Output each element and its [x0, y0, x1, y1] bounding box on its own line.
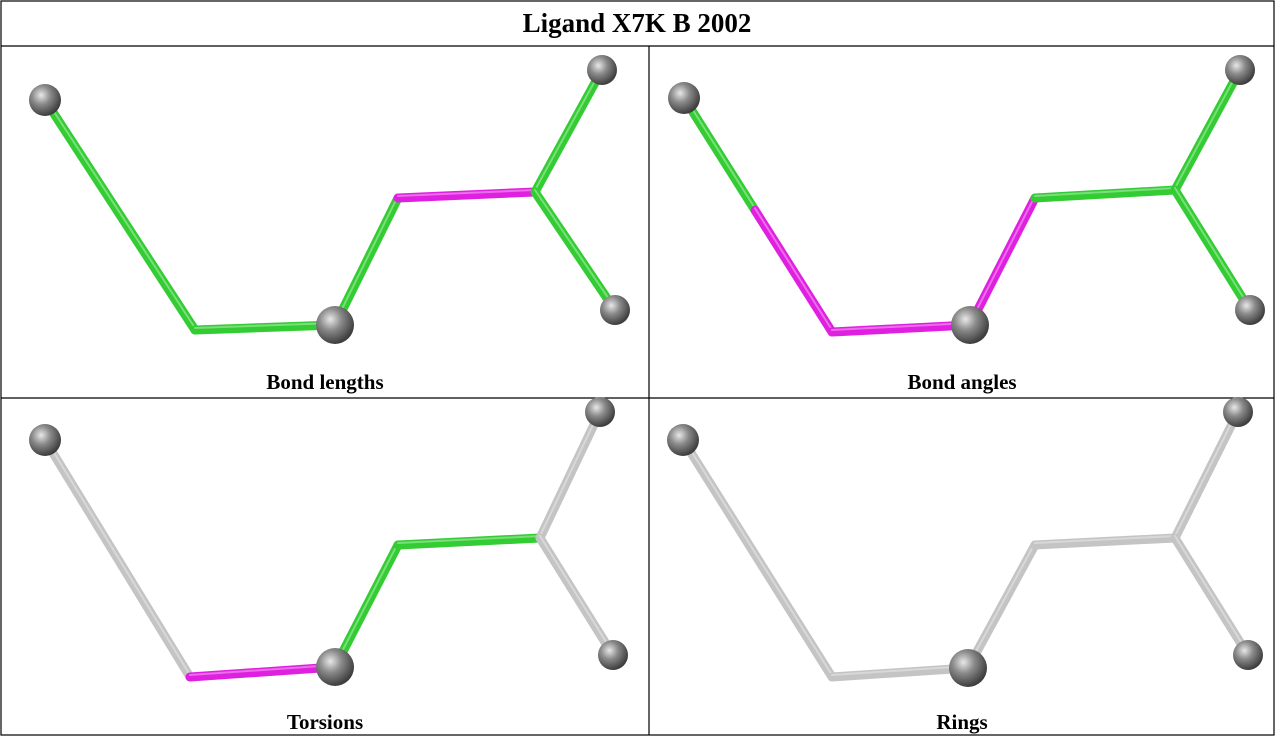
bond-highlight [684, 96, 755, 208]
bond-highlight [335, 543, 398, 665]
atom [668, 82, 700, 114]
bond-highlight [540, 536, 613, 653]
bond [45, 440, 190, 677]
atom [1225, 55, 1255, 85]
page: {"header": {"title": "Ligand X7K B 2002"… [0, 0, 1275, 736]
bond-highlight [535, 68, 602, 190]
bond-highlight [45, 98, 195, 328]
atom [1223, 397, 1253, 427]
bond-highlight [1175, 410, 1238, 536]
bond [1175, 190, 1250, 310]
atom [667, 424, 699, 456]
bond-highlight [968, 543, 1035, 666]
bond [540, 538, 613, 655]
bond-highlight [1175, 188, 1250, 308]
bond-highlight [970, 196, 1035, 323]
bond-highlight [45, 438, 190, 675]
bond [1175, 538, 1248, 655]
atom [585, 397, 615, 427]
bond-highlight [1175, 536, 1248, 653]
bond-highlight [535, 190, 615, 308]
atom [316, 648, 354, 686]
bond [832, 668, 968, 677]
bond [755, 210, 832, 332]
bond-highlight [540, 410, 600, 536]
atom [316, 306, 354, 344]
atom [600, 295, 630, 325]
panel-caption: Bond lengths [266, 370, 383, 394]
figure: Ligand X7K B 2002 Bond lengths Bond angl… [0, 0, 1275, 736]
bond-highlight [335, 196, 398, 323]
bond-highlight [1175, 68, 1240, 188]
bond [45, 100, 195, 330]
bond [684, 98, 755, 210]
atom [29, 84, 61, 116]
panel-caption: Rings [936, 710, 987, 734]
panel-caption: Bond angles [907, 370, 1016, 394]
bond [683, 440, 832, 677]
atom [29, 424, 61, 456]
panel-caption: Torsions [287, 710, 363, 734]
bond [535, 192, 615, 310]
atom [1235, 295, 1265, 325]
bond-highlight [755, 208, 832, 330]
bond-highlight [683, 438, 832, 675]
atom [598, 640, 628, 670]
atom [949, 649, 987, 687]
atom [1233, 640, 1263, 670]
molecule-drawings [29, 55, 1265, 687]
table-border [1, 1, 1274, 735]
atom [587, 55, 617, 85]
bond [190, 667, 335, 677]
atom [951, 306, 989, 344]
figure-title: Ligand X7K B 2002 [523, 8, 752, 38]
